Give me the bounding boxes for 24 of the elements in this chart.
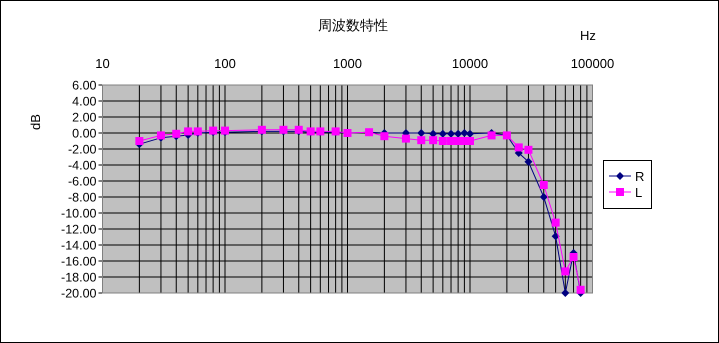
y-tick-label: -10.00: [61, 206, 97, 220]
x-axis-title: Hz: [580, 28, 596, 43]
y-tick-label: -8.00: [68, 190, 97, 204]
chart-title: 周波数特性: [318, 17, 388, 33]
x-tick-label: 10: [95, 56, 110, 71]
y-axis-title: dB: [28, 114, 43, 130]
y-tick-label: -20.00: [61, 286, 97, 300]
x-tick-label: 1000: [333, 56, 362, 71]
x-tick-label: 100000: [570, 56, 614, 71]
y-tick-label: 6.00: [72, 78, 97, 92]
x-tick-label: 10000: [452, 56, 488, 71]
y-tick-label: 4.00: [72, 94, 97, 108]
x-tick-label: 100: [214, 56, 236, 71]
legend-label: L: [635, 185, 642, 200]
y-tick-label: -12.00: [61, 222, 97, 236]
y-tick-label: -4.00: [68, 158, 97, 172]
y-tick-label: 0.00: [72, 126, 97, 140]
y-tick-label: -2.00: [68, 142, 97, 156]
y-tick-label: -6.00: [68, 174, 97, 188]
y-tick-label: -18.00: [61, 270, 97, 284]
y-tick-label: 2.00: [72, 110, 97, 124]
y-tick-label: -14.00: [61, 238, 97, 252]
legend-label: R: [635, 169, 644, 184]
y-tick-label: -16.00: [61, 254, 97, 268]
